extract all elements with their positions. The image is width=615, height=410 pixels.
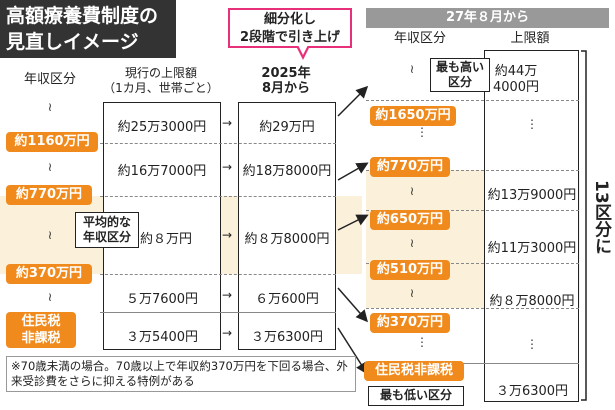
transition-arrows bbox=[337, 85, 369, 375]
arrow-right-icon: → bbox=[222, 228, 233, 242]
row-divider bbox=[366, 308, 579, 309]
ellipsis-icon: ⋮ bbox=[416, 335, 428, 349]
row-divider bbox=[366, 170, 579, 171]
current-value-1: 約25万3000円 bbox=[117, 120, 207, 135]
arrow-right-icon: → bbox=[222, 326, 233, 340]
row-divider bbox=[100, 274, 336, 275]
income-bracket-510: 約510万円 bbox=[370, 260, 450, 280]
row-divider bbox=[100, 312, 336, 313]
callout-box: 細分化し 2段階で引き上げ bbox=[228, 8, 352, 48]
row-divider bbox=[366, 100, 579, 101]
exempt-line-2: 非課税 bbox=[21, 331, 61, 346]
row-divider bbox=[366, 363, 579, 364]
header-income: 年収区分 bbox=[23, 72, 76, 87]
income-bracket-exempt-right: 住民税非課税 bbox=[364, 361, 464, 381]
value-2025-1: 約29万円 bbox=[259, 120, 315, 135]
average-bracket-label: 平均的な 年収区分 bbox=[75, 212, 139, 248]
callout-tail-inner bbox=[298, 45, 308, 55]
header-2027: 27年８月から bbox=[366, 8, 609, 28]
row-divider bbox=[366, 210, 579, 211]
header-2025-line-2: 8月から bbox=[261, 81, 311, 96]
row-divider bbox=[100, 196, 336, 197]
range-wave-icon: ≀ bbox=[409, 184, 415, 198]
value-2025-2: 約18万8000円 bbox=[242, 164, 332, 179]
callout-line-2: 2段階で引き上げ bbox=[239, 30, 341, 45]
range-wave-icon: ≀ bbox=[47, 160, 53, 174]
lowest-bracket-label: 最も低い区分 bbox=[368, 386, 464, 406]
income-bracket-650: 約650万円 bbox=[370, 210, 450, 230]
title-line-2: 見直しイメージ bbox=[6, 31, 139, 53]
arrow-line bbox=[337, 287, 368, 323]
header-income-right: 年収区分 bbox=[393, 31, 446, 46]
title-line-1: 高額療養費制度の bbox=[6, 5, 159, 27]
range-wave-icon: ≀ bbox=[47, 100, 53, 114]
range-wave-icon: ≀ bbox=[47, 290, 53, 304]
value-2027-4: 約８万8000円 bbox=[489, 294, 575, 309]
row-divider bbox=[100, 143, 336, 144]
average-line-2: 年収区分 bbox=[82, 230, 131, 244]
income-bracket-370-right: 約370万円 bbox=[370, 313, 450, 333]
page-title: 高額療養費制度の 見直しイメージ bbox=[0, 0, 176, 58]
current-value-4: ５万7600円 bbox=[125, 292, 199, 307]
arrow-line bbox=[337, 327, 368, 375]
footnote: ※70歳未満の場合。70歳以上で年収約370万円を下回る場合、外来受診費をさらに… bbox=[6, 356, 356, 392]
ellipsis-icon: ⋮ bbox=[526, 337, 538, 351]
arrow-line bbox=[337, 85, 369, 117]
value-2027-1-line-2: 4000円 bbox=[492, 80, 540, 95]
income-bracket-1160: 約1160万円 bbox=[6, 132, 98, 152]
value-2027-5: ３万6300円 bbox=[495, 384, 569, 399]
income-bracket-770: 約770万円 bbox=[6, 185, 92, 205]
highest-line-2: 区分 bbox=[447, 75, 472, 89]
ellipsis-icon: ⋮ bbox=[416, 125, 428, 139]
value-2025-4: ６万600円 bbox=[255, 292, 319, 307]
value-2025-3: 約８万8000円 bbox=[244, 232, 330, 247]
range-wave-icon: ≀ bbox=[47, 228, 53, 242]
average-line-1: 平均的な bbox=[82, 215, 131, 229]
arrow-line bbox=[337, 214, 369, 231]
value-2025-5: ３万6300円 bbox=[250, 330, 324, 345]
arrow-right-icon: → bbox=[222, 160, 233, 174]
current-value-3: 約８万円 bbox=[140, 232, 193, 247]
callout-line-1: 細分化し bbox=[263, 12, 316, 27]
exempt-line-1: 住民税 bbox=[21, 314, 61, 329]
income-bracket-770-right: 約770万円 bbox=[370, 157, 450, 177]
range-wave-icon: ≀ bbox=[409, 62, 415, 76]
arrow-line bbox=[337, 162, 369, 181]
bracket-brace bbox=[581, 50, 587, 401]
value-2027-1-line-1: 約44万 bbox=[494, 64, 538, 79]
row-divider bbox=[366, 263, 579, 264]
range-wave-icon: ≀ bbox=[409, 286, 415, 300]
header-limit-right: 上限額 bbox=[510, 31, 550, 46]
value-2027-1: 約44万 4000円 bbox=[486, 64, 546, 96]
range-wave-icon: ≀ bbox=[409, 236, 415, 250]
split-label: 13区分に bbox=[591, 180, 611, 255]
highest-bracket-label: 最も高い 区分 bbox=[430, 58, 490, 92]
income-bracket-exempt: 住民税 非課税 bbox=[6, 312, 76, 348]
header-current-line-2: （1カ月、世帯ごと） bbox=[103, 81, 219, 95]
header-2025: 2025年 8月から bbox=[236, 66, 336, 96]
ellipsis-icon: ⋮ bbox=[526, 117, 538, 131]
current-value-2: 約16万7000円 bbox=[117, 164, 207, 179]
highest-line-1: 最も高い bbox=[435, 60, 484, 74]
value-2027-3: 約11万3000円 bbox=[487, 241, 577, 256]
header-current-line-1: 現行の上限額 bbox=[124, 66, 197, 80]
current-value-5: ３万5400円 bbox=[125, 330, 199, 345]
income-bracket-370: 約370万円 bbox=[6, 264, 92, 284]
column-2027 bbox=[484, 50, 579, 402]
arrow-right-icon: → bbox=[222, 288, 233, 302]
header-current: 現行の上限額 （1カ月、世帯ごと） bbox=[100, 66, 222, 96]
value-2027-2: 約13万9000円 bbox=[487, 188, 577, 203]
arrow-right-icon: → bbox=[222, 116, 233, 130]
income-bracket-1650: 約1650万円 bbox=[370, 106, 456, 126]
header-2025-line-1: 2025年 bbox=[261, 66, 311, 81]
